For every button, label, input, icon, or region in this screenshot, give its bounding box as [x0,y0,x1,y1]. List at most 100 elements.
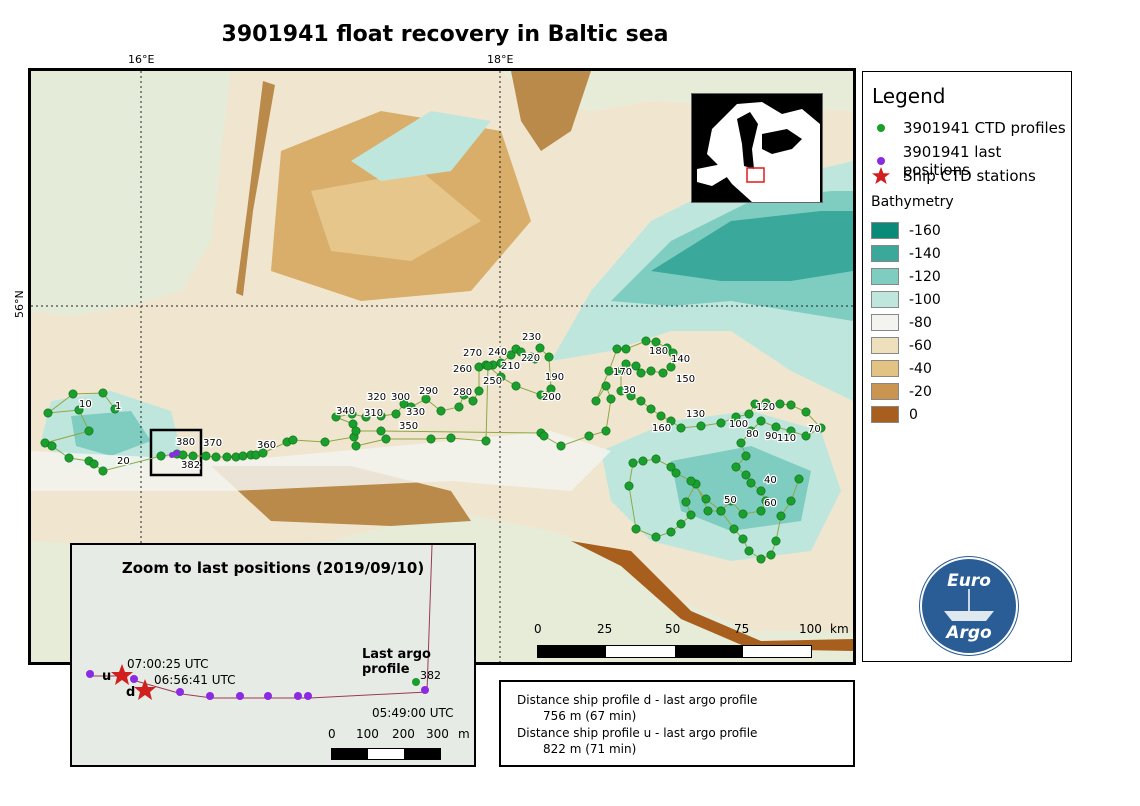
ctd-profile-point [288,435,298,445]
station-d-label: d [126,685,136,700]
bathymetry-class: -80 [871,314,932,331]
ctd-profile-point [744,409,754,419]
ctd-profile-point [756,554,766,564]
profile-number-label: 350 [399,421,418,432]
ctd-profile-point [651,532,661,542]
overview-extent-box [746,167,765,183]
ctd-profile-point [496,372,506,382]
distance-u-title: Distance ship profile u - last argo prof… [517,726,758,740]
ctd-profile-point [601,381,611,391]
ctd-profile-point [646,366,656,376]
ctd-profile-point [496,358,506,368]
ctd-profile-point [651,337,661,347]
profile-number-label: 360 [257,440,276,451]
profile-number-label: 330 [406,407,425,418]
ctd-profile-point [621,344,631,354]
ctd-profile-point [756,416,766,426]
ctd-profile-point [64,453,74,463]
ctd-profile-point [612,344,622,354]
bathymetry-swatch [871,245,899,262]
logo-text-top: Euro [947,571,991,591]
ctd-profile-point [84,426,94,436]
ctd-profile-point [741,451,751,461]
inset-profile-382: 382 [420,669,441,682]
ctd-profile-point [676,519,686,529]
shelf-middle-inner [311,171,481,261]
ctd-profile-point [320,437,330,447]
coast-poland [571,541,853,651]
ctd-profile-point [459,390,469,400]
ctd-profile-point [716,418,726,428]
ctd-profile-point [696,421,706,431]
bathymetry-swatch [871,406,899,423]
profile-number-label: 160 [652,423,671,434]
bathymetry-swatch [871,314,899,331]
ctd-profile-point [746,426,756,436]
ctd-profile-point [454,402,464,412]
legend-title: Legend [872,84,946,108]
ctd-profile-point [468,396,478,406]
land-oland [236,81,275,296]
profile-number-label: 340 [336,406,355,417]
ctd-profile-point [775,399,785,409]
distance-d-title: Distance ship profile d - last argo prof… [517,693,758,707]
profile-number-label: 230 [522,332,541,343]
ctd-profile-point [666,416,676,426]
ctd-profile-point [766,550,776,560]
ctd-profile-point [756,486,766,496]
ctd-profile-point [156,451,166,461]
zoom-inset[interactable]: Zoom to last positions (2019/09/10) Last… [70,543,476,767]
profile-number-label: 370 [203,438,222,449]
distance-u-value: 822 m (71 min) [543,742,637,756]
inset-title: Zoom to last positions (2019/09/10) [121,559,425,577]
profile-number-label: 220 [521,353,540,364]
legend-item-label: 3901941 CTD profiles [903,119,1066,137]
ctd-profile-point [258,448,268,458]
profile-number-label: 270 [463,348,482,359]
profile-number-label: 320 [367,392,386,403]
profile-number-label: 80 [746,429,759,440]
ctd-profile-point [511,381,521,391]
ctd-profile-point [776,511,786,521]
ctd-profile-point [736,438,746,448]
gotland-basin-deep [651,211,853,281]
ctd-profile-point [624,481,634,491]
ctd-profile-point [406,402,416,412]
ctd-profile-point [616,386,626,396]
profile-number-label: 40 [764,475,777,486]
map-title: 3901941 float recovery in Baltic sea [221,22,669,47]
profile-number-label: 290 [419,386,438,397]
bathymetry-label: -40 [909,360,932,377]
ctd-profile-point [686,476,696,486]
inset-scale-0: 0 [328,727,336,741]
bathymetry-class: -140 [871,245,941,262]
profile-number-label: 140 [671,354,690,365]
ctd-profile-point [361,412,371,422]
ctd-profile-point [546,384,556,394]
last-argo-label: Last argo profile [362,647,431,677]
ctd-profile-point [738,509,748,519]
profile-number-label: 10 [79,399,92,410]
profile-number-label: 150 [676,374,695,385]
main-scale-bar [537,645,812,658]
profile-number-label: 130 [686,409,705,420]
bathymetry-class: -100 [871,291,941,308]
time-d-label: 06:56:41 UTC [154,673,236,687]
ctd-profile-point [530,354,540,364]
ctd-profile-point [701,494,711,504]
bathymetry-swatch [871,222,899,239]
ctd-profile-point [591,396,601,406]
ctd-profile-point [746,478,756,488]
ctd-profile-point [786,400,796,410]
scale-tick-50: 50 [665,622,681,636]
ctd-profile-point [801,431,811,441]
ctd-profile-point [178,450,188,460]
bathymetry-class: 0 [871,406,918,423]
scale-tick-25: 25 [597,622,613,636]
bathymetry-title: Bathymetry [871,194,954,210]
ctd-profile-point [347,409,357,419]
profile-number-label: 60 [764,498,777,509]
logo-text-bottom: Argo [946,623,992,643]
overview-map [691,93,823,203]
